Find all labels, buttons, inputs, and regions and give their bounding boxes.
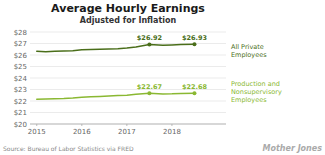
annotation-label: $26.92 — [137, 34, 162, 42]
chart: Average Hourly EarningsAdjusted for Infl… — [0, 0, 325, 155]
x-tick-label: 2015 — [28, 128, 46, 136]
grid-line — [30, 101, 226, 102]
legend-entry: Production andNonsupervisoryEmployees — [231, 80, 282, 104]
x-tick — [126, 124, 127, 126]
series-line — [37, 93, 195, 99]
legend-line: Employees — [231, 96, 267, 104]
y-tick-label: $23 — [14, 86, 27, 94]
legend-line: Production and — [231, 80, 280, 88]
grid-line — [30, 43, 226, 44]
y-tick-label: $27 — [14, 40, 27, 48]
source: Source: Bureau of Labor Statistics via F… — [3, 145, 134, 152]
y-tick-label: $22 — [14, 98, 27, 106]
y-tick-label: $25 — [14, 63, 27, 71]
grid-line — [30, 66, 226, 67]
annotation-dot — [147, 91, 151, 95]
plot-area — [37, 42, 197, 99]
grid-line — [30, 32, 226, 33]
x-tick-label: 2017 — [118, 128, 136, 136]
legend-line: Employees — [231, 51, 267, 59]
x-tick-label: 2018 — [163, 128, 181, 136]
annotation-dot — [192, 91, 196, 95]
y-tick-label: $24 — [14, 75, 28, 83]
annotation-label: $26.93 — [182, 34, 207, 42]
grid-line — [30, 112, 226, 113]
annotation-label: $22.67 — [137, 83, 162, 91]
x-tick-label: 2016 — [73, 128, 91, 136]
grid-line — [30, 78, 226, 79]
series-line — [37, 44, 195, 51]
subtitle: Adjusted for Inflation — [80, 16, 177, 25]
legend-line: All Private — [231, 43, 264, 51]
x-axis — [30, 124, 226, 125]
title: Average Hourly Earnings — [51, 2, 205, 15]
y-tick-label: $26 — [14, 52, 28, 60]
y-tick-label: $21 — [14, 109, 27, 117]
legend-entry: All PrivateEmployees — [231, 43, 267, 59]
annotation-dot — [192, 42, 196, 46]
x-tick — [171, 124, 172, 126]
annotation-label: $22.68 — [182, 83, 208, 91]
annotation-dot — [147, 42, 151, 46]
x-tick — [81, 124, 82, 126]
grid-line — [30, 55, 226, 56]
x-tick — [36, 124, 37, 126]
grid-line — [30, 124, 226, 125]
y-tick-label: $28 — [14, 29, 27, 37]
watermark: Mother Jones — [263, 144, 323, 153]
y-tick-label: $20 — [14, 121, 27, 129]
legend-line: Nonsupervisory — [231, 88, 282, 96]
